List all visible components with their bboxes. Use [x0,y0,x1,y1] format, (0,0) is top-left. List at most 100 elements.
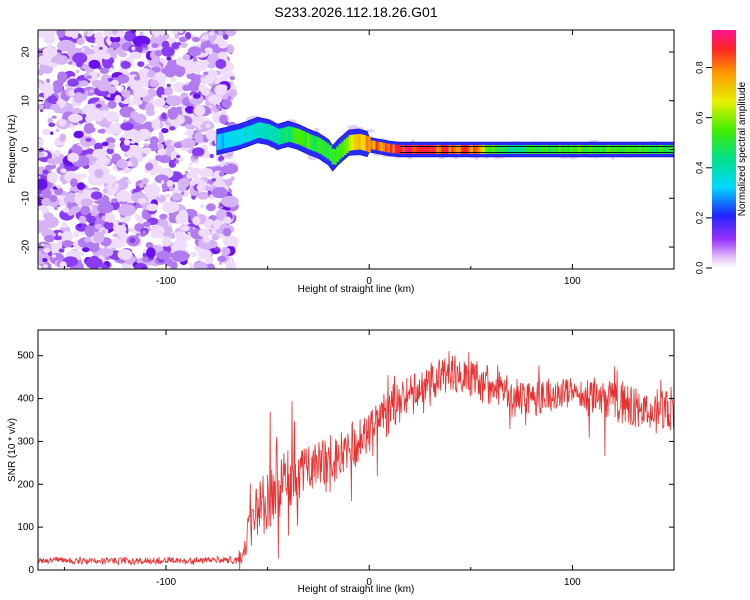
noise-blob [117,204,136,217]
noise-blob [89,89,95,93]
ridge-cell [355,134,359,150]
noise-blob [178,156,184,162]
noise-blob [120,86,124,91]
noise-blob [190,61,205,73]
noise-blob [67,152,80,163]
noise-blob [159,213,168,220]
noise-blob [129,237,136,244]
noise-blob [146,247,156,258]
ridge-cell [633,145,637,154]
noise-blob [108,238,122,249]
noise-blob [206,203,216,212]
noise-blob [82,216,87,222]
noise-blob [157,143,165,150]
noise-blob [49,103,61,111]
ridge-cell [419,145,422,154]
ridge-cell [399,145,403,154]
noise-blob [136,233,140,237]
noise-blob [149,136,159,145]
noise-blob [57,232,62,237]
noise-blob [172,239,187,251]
ridge-cell [538,145,542,154]
y-tick-label: 400 [17,394,34,405]
ridge-cell [553,145,557,154]
ridge-cell [433,145,437,154]
ridge-cell [263,123,266,139]
noise-blob [170,77,176,82]
noise-blob [116,178,129,191]
noise-blob [217,205,224,209]
noise-blob [181,225,190,232]
ridge-cell [582,145,586,154]
noise-blob [99,128,106,134]
noise-blob [161,46,175,57]
noise-blob [162,236,171,247]
spectrogram-y-label: Frequency (Hz) [7,115,18,184]
noise-blob [51,254,57,258]
ridge-cell [397,144,400,154]
noise-blob [180,42,188,48]
ridge-cell [280,128,283,144]
noise-blob [137,197,147,205]
ridge-cell [389,144,393,153]
ridge-cell [577,145,581,154]
ridge-cell [543,145,547,154]
ridge-cell [411,145,415,154]
noise-blob [166,95,183,107]
noise-blob [170,233,176,240]
noise-blob [107,47,115,55]
noise-blob [167,107,179,120]
ridge-cell [592,145,596,154]
noise-blob [41,46,58,58]
noise-blob [38,103,44,110]
ridge-cell [299,129,303,146]
noise-blob [154,174,169,184]
y-tick-label: -20 [21,239,32,254]
ridge-cell [343,139,347,155]
noise-blob [169,126,176,131]
noise-blob [105,137,116,145]
noise-blob [201,74,206,79]
noise-blob [192,93,201,99]
ridge-cell [624,145,627,154]
noise-blob [190,167,202,175]
noise-blob [85,114,94,123]
noise-blob [93,231,105,244]
colorbar-tick-label: 0.4 [694,162,704,175]
noise-blob [182,84,191,92]
y-tick-label: 0 [28,565,34,576]
ridge-cell [604,145,608,154]
noise-blob [43,212,54,220]
noise-blob [58,248,65,253]
ridge-cell [314,136,318,152]
noise-blob [222,163,239,175]
ridge-cell [550,145,554,154]
noise-blob [104,248,114,257]
noise-blob [175,56,184,66]
y-tick-label: 20 [21,46,32,58]
ridge-cell [572,145,576,154]
ridge-cell [453,145,457,154]
ridge-cell [216,134,220,150]
noise-blob [217,255,227,263]
noise-blob [211,178,217,182]
spectrogram-x-label: Height of straight line (km) [298,284,415,295]
ridge-cell [375,141,379,151]
ridge-cell [377,141,381,151]
noise-blob [38,226,43,234]
ridge-cell [455,145,459,154]
noise-blob [194,261,208,269]
ridge-cell [587,145,591,154]
ridge-cell [338,143,342,160]
noise-blob [110,41,121,49]
noise-blob [38,55,52,66]
noise-blob [59,133,67,142]
ridge-cell [663,145,666,154]
noise-blob [216,209,227,221]
noise-blob [84,225,96,237]
ridge-cell [519,145,522,154]
noise-blob [84,237,92,243]
ridge-cell [611,145,615,154]
noise-blob [139,182,144,189]
ridge-cell [424,145,427,154]
